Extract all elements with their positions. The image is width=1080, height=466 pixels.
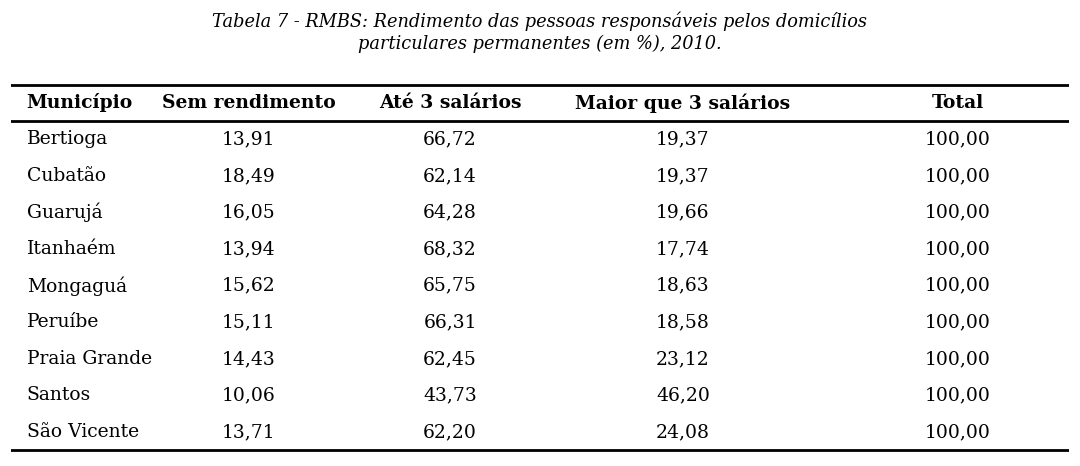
Text: Até 3 salários: Até 3 salários bbox=[379, 94, 522, 112]
Text: 23,12: 23,12 bbox=[656, 350, 710, 368]
Text: Maior que 3 salários: Maior que 3 salários bbox=[576, 93, 791, 113]
Text: 10,06: 10,06 bbox=[222, 386, 275, 404]
Text: Cubatão: Cubatão bbox=[27, 167, 106, 185]
Text: Itanhaém: Itanhaém bbox=[27, 240, 117, 258]
Text: Bertioga: Bertioga bbox=[27, 130, 108, 149]
Text: 16,05: 16,05 bbox=[222, 204, 275, 222]
Text: 18,63: 18,63 bbox=[656, 277, 710, 295]
Text: 46,20: 46,20 bbox=[656, 386, 710, 404]
Text: Município: Município bbox=[27, 93, 133, 112]
Text: Tabela 7 - RMBS: Rendimento das pessoas responsáveis pelos domicílios: Tabela 7 - RMBS: Rendimento das pessoas … bbox=[213, 12, 867, 31]
Text: 19,37: 19,37 bbox=[656, 167, 710, 185]
Text: 15,11: 15,11 bbox=[222, 313, 275, 331]
Text: 62,45: 62,45 bbox=[423, 350, 477, 368]
Text: 24,08: 24,08 bbox=[656, 423, 710, 441]
Text: 64,28: 64,28 bbox=[423, 204, 477, 222]
Text: 13,91: 13,91 bbox=[222, 130, 275, 149]
Text: particulares permanentes (em %), 2010.: particulares permanentes (em %), 2010. bbox=[359, 34, 721, 53]
Text: 14,43: 14,43 bbox=[222, 350, 275, 368]
Text: 100,00: 100,00 bbox=[926, 204, 991, 222]
Text: 100,00: 100,00 bbox=[926, 423, 991, 441]
Text: 19,66: 19,66 bbox=[657, 204, 710, 222]
Text: São Vicente: São Vicente bbox=[27, 423, 139, 441]
Text: Santos: Santos bbox=[27, 386, 91, 404]
Text: 13,94: 13,94 bbox=[222, 240, 275, 258]
Text: Praia Grande: Praia Grande bbox=[27, 350, 152, 368]
Text: 13,71: 13,71 bbox=[222, 423, 275, 441]
Text: 68,32: 68,32 bbox=[423, 240, 477, 258]
Text: 100,00: 100,00 bbox=[926, 130, 991, 149]
Text: Mongaguá: Mongaguá bbox=[27, 276, 126, 295]
Text: Sem rendimento: Sem rendimento bbox=[162, 94, 336, 112]
Text: 100,00: 100,00 bbox=[926, 277, 991, 295]
Text: Guarujá: Guarujá bbox=[27, 203, 103, 222]
Text: 66,72: 66,72 bbox=[423, 130, 477, 149]
Text: 100,00: 100,00 bbox=[926, 386, 991, 404]
Text: 62,14: 62,14 bbox=[423, 167, 477, 185]
Text: 66,31: 66,31 bbox=[423, 313, 476, 331]
Text: 100,00: 100,00 bbox=[926, 313, 991, 331]
Text: 19,37: 19,37 bbox=[656, 130, 710, 149]
Text: 100,00: 100,00 bbox=[926, 350, 991, 368]
Text: 15,62: 15,62 bbox=[222, 277, 275, 295]
Text: Peruíbe: Peruíbe bbox=[27, 313, 99, 331]
Text: 62,20: 62,20 bbox=[423, 423, 477, 441]
Text: 17,74: 17,74 bbox=[656, 240, 710, 258]
Text: 65,75: 65,75 bbox=[423, 277, 477, 295]
Text: 18,58: 18,58 bbox=[656, 313, 710, 331]
Text: 100,00: 100,00 bbox=[926, 167, 991, 185]
Text: Total: Total bbox=[932, 94, 984, 112]
Text: 43,73: 43,73 bbox=[423, 386, 477, 404]
Text: 18,49: 18,49 bbox=[222, 167, 275, 185]
Text: 100,00: 100,00 bbox=[926, 240, 991, 258]
